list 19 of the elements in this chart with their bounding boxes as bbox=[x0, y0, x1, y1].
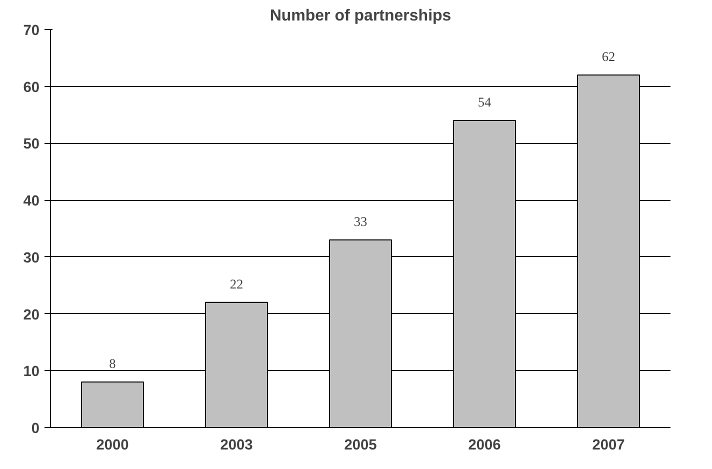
x-tick-label: 2000 bbox=[96, 438, 129, 454]
y-tick-label: 10 bbox=[23, 364, 40, 380]
y-tick-label: 30 bbox=[23, 250, 40, 266]
data-label: 8 bbox=[109, 356, 116, 372]
x-tick-label: 2007 bbox=[592, 438, 625, 454]
x-tick-label: 2005 bbox=[344, 438, 377, 454]
data-label: 33 bbox=[354, 214, 368, 229]
data-label: 22 bbox=[230, 276, 244, 292]
y-tick-label: 70 bbox=[23, 23, 40, 39]
y-tick-label: 20 bbox=[23, 307, 40, 324]
x-tick-label: 2003 bbox=[220, 438, 253, 454]
chart-title: Number of partnerships bbox=[270, 8, 452, 24]
y-tick-label: 50 bbox=[23, 136, 40, 153]
data-label: 62 bbox=[602, 48, 616, 64]
x-tick-label: 2006 bbox=[468, 438, 501, 454]
y-tick-label: 60 bbox=[23, 80, 40, 96]
data-label: 54 bbox=[478, 94, 492, 110]
y-tick-label: 0 bbox=[31, 421, 40, 437]
y-tick-label: 40 bbox=[23, 194, 40, 210]
